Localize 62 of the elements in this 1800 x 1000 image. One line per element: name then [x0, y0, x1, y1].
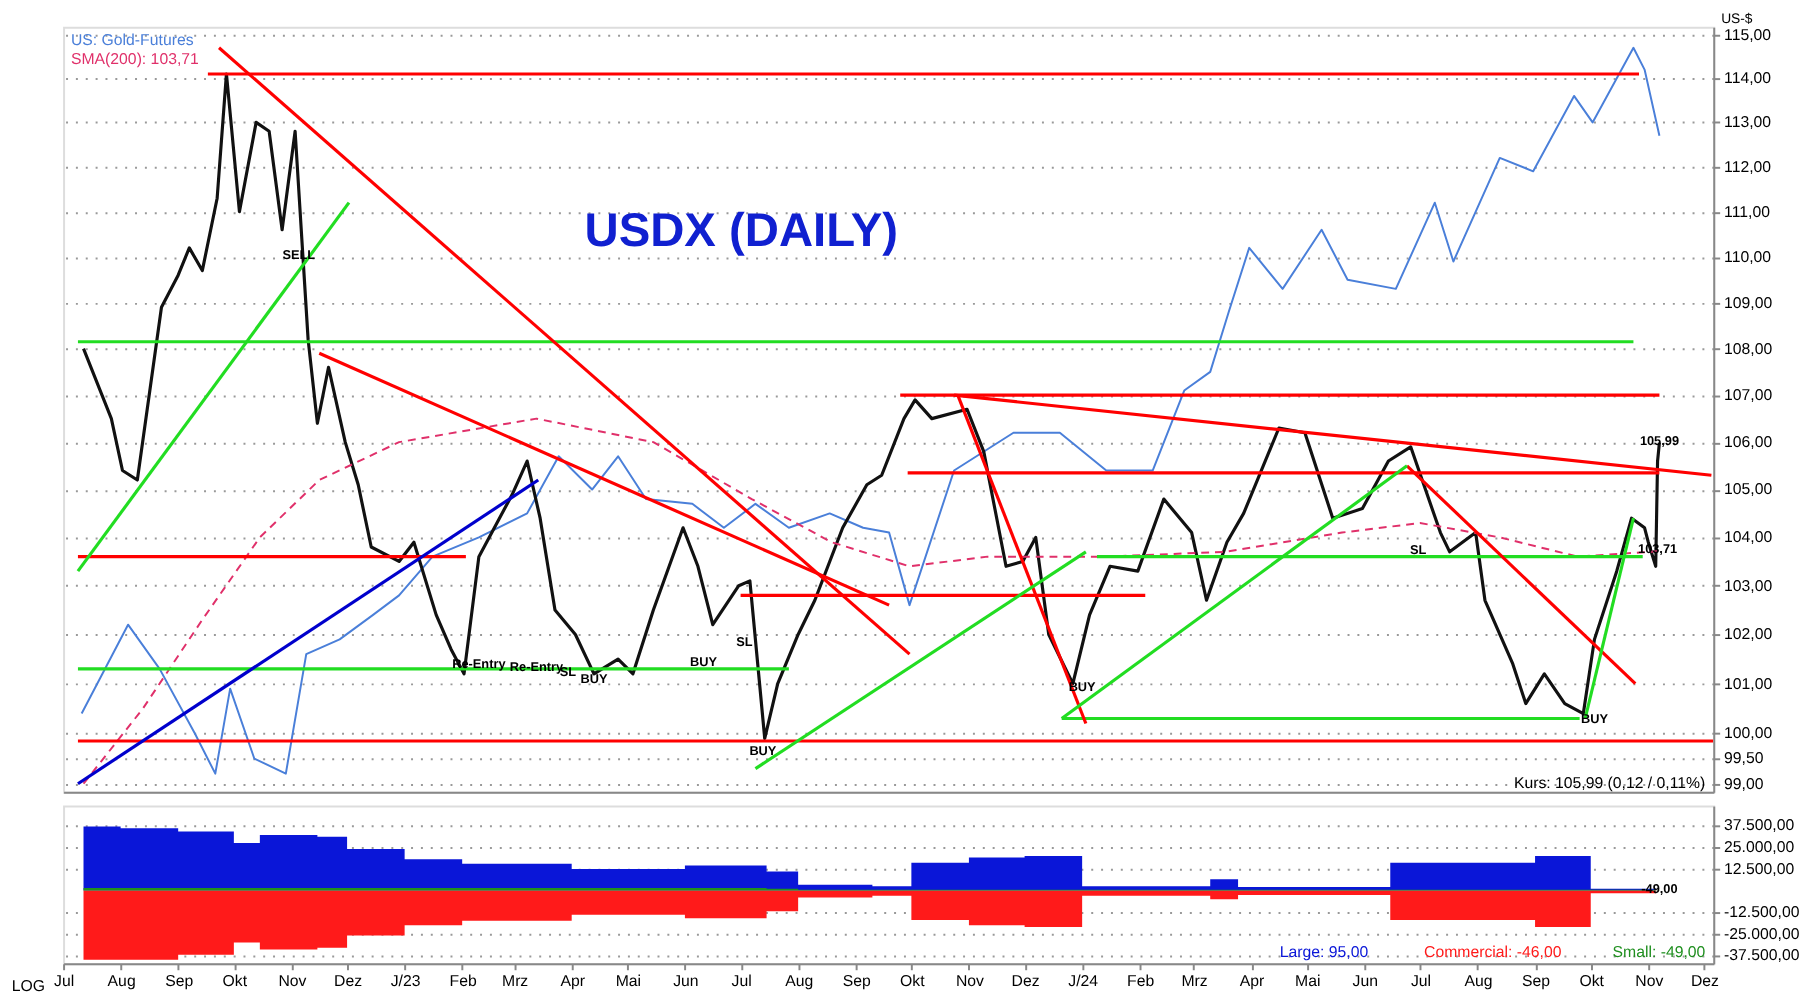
x-tick-label: Jun: [1352, 972, 1378, 991]
x-tick-label: Jul: [54, 972, 75, 991]
text: US: Gold-Futures: [70, 30, 194, 49]
y-tick-label: 99,00: [1724, 774, 1765, 793]
x-tick-label: Dez: [334, 972, 363, 991]
x-tick-label: Jul: [731, 972, 753, 991]
x-tick-label: Jun: [673, 972, 699, 991]
y-tick-label: 100,00: [1724, 724, 1774, 743]
x-tick-label: Nov: [278, 972, 307, 991]
x-tick-label: J/24: [1068, 972, 1100, 991]
x-tick-label: Jul: [1410, 972, 1432, 991]
x-tick-label: Sep: [1522, 972, 1552, 991]
y-tick-label: 99,50: [1724, 749, 1765, 768]
x-tick-label: Apr: [1239, 972, 1266, 991]
y-tick-label: 104,00: [1724, 528, 1774, 547]
annotation: Kurs: 105,99 (0,12 / 0,11%): [1513, 773, 1707, 792]
y-tick-label: 37.500,00: [1724, 816, 1796, 835]
y-tick-label: 113,00: [1724, 113, 1773, 132]
y-tick-label: -12.500,00: [1724, 903, 1800, 922]
x-tick-label: Okt: [900, 972, 927, 991]
text: LOG: [11, 976, 46, 995]
x-tick-label: Dez: [1690, 972, 1720, 991]
y-tick-label: 110,00: [1724, 247, 1773, 266]
x-tick-label: Apr: [560, 972, 586, 991]
y-tick-label: 103,00: [1724, 576, 1774, 595]
x-tick-label: Okt: [1579, 972, 1606, 991]
x-tick-label: Aug: [785, 972, 814, 991]
x-tick-label: Nov: [955, 972, 985, 991]
x-tick-label: Nov: [1635, 972, 1664, 991]
x-tick-label: Aug: [107, 972, 136, 991]
text: Large: 95,00: [1279, 943, 1370, 962]
x-tick-label: Dez: [1011, 972, 1040, 991]
y-tick-label: 115,00: [1724, 25, 1773, 44]
text: SMA(200): 103,71: [70, 50, 199, 69]
x-tick-label: Okt: [222, 972, 249, 991]
y-tick-label: 109,00: [1724, 293, 1774, 312]
y-tick-label: 105,00: [1724, 480, 1774, 499]
y-tick-label: 112,00: [1724, 157, 1773, 176]
y-tick-label: 106,00: [1724, 433, 1774, 452]
y-tick-label: 108,00: [1724, 339, 1774, 358]
x-tick-label: Mrz: [502, 972, 529, 991]
y-tick-label: 111,00: [1724, 202, 1772, 221]
x-tick-label: Mai: [1295, 972, 1321, 991]
y-tick-label: 101,00: [1724, 674, 1774, 693]
y-tick-label: -37.500,00: [1724, 946, 1800, 965]
x-tick-label: Feb: [1127, 972, 1156, 991]
text: USDX (DAILY): [584, 205, 899, 258]
y-tick-label: 102,00: [1724, 625, 1774, 644]
x-tick-label: Feb: [449, 972, 478, 991]
y-tick-label: 107,00: [1724, 386, 1774, 405]
text: Small: -49,00: [1612, 943, 1707, 962]
x-tick-label: Mrz: [1181, 972, 1208, 991]
y-tick-label: 114,00: [1724, 69, 1773, 88]
y-tick-label: 25.000,00: [1724, 838, 1796, 857]
series-label: Commercial: -46,00: [1424, 943, 1563, 962]
x-tick-label: Sep: [842, 972, 872, 991]
y-tick-label: 12.500,00: [1724, 859, 1796, 878]
x-tick-label: Aug: [1464, 972, 1493, 991]
x-tick-label: J/23: [390, 972, 422, 991]
x-tick-label: Sep: [165, 972, 195, 991]
y-tick-label: -25.000,00: [1724, 924, 1800, 943]
x-tick-label: Mai: [615, 972, 642, 991]
